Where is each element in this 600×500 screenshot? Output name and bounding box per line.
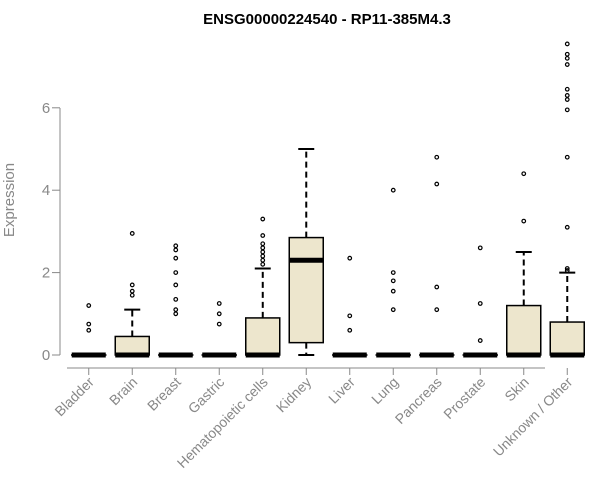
outlier-point	[173, 270, 179, 276]
outlier-point	[564, 55, 570, 61]
outlier-point	[390, 278, 396, 284]
outlier-point	[564, 51, 570, 57]
box-group	[332, 255, 368, 358]
outlier-point	[260, 245, 266, 251]
box	[506, 304, 542, 356]
outlier-point	[129, 282, 135, 288]
box-group	[114, 231, 150, 358]
x-tick-label: Kidney	[273, 374, 315, 416]
outlier-point	[347, 327, 353, 333]
box-group	[419, 154, 455, 358]
outlier-point	[564, 266, 570, 271]
outlier-point	[173, 282, 179, 288]
box	[245, 317, 281, 356]
y-tick-label: 2	[42, 265, 50, 282]
box	[288, 236, 324, 344]
outlier-point	[564, 97, 570, 102]
y-axis-label: Expression	[1, 163, 18, 237]
x-tick-label: Unknown / Other	[490, 374, 576, 460]
outlier-point	[477, 301, 483, 306]
outlier-point	[129, 292, 135, 298]
outlier-point	[347, 255, 353, 261]
outlier-point	[216, 321, 222, 327]
y-ticks: 0 2 4 6	[42, 100, 60, 364]
outlier-point	[564, 107, 570, 113]
outlier-point	[564, 224, 570, 230]
outlier-point	[390, 288, 396, 294]
outlier-point	[564, 93, 570, 98]
box-group	[158, 243, 194, 358]
x-tick-label: Liver	[325, 374, 358, 407]
outlier-point	[390, 270, 396, 276]
box-group	[71, 303, 107, 358]
chart-title: ENSG00000224540 - RP11-385M4.3	[203, 11, 451, 28]
outlier-point	[173, 243, 179, 249]
x-tick-label: Breast	[144, 374, 184, 414]
outlier-point	[260, 257, 266, 263]
outlier-point	[434, 154, 440, 160]
outlier-point	[173, 296, 179, 302]
box	[114, 335, 150, 356]
box-group	[201, 301, 237, 358]
outlier-point	[434, 307, 440, 313]
outlier-point	[86, 321, 92, 327]
x-tick-label: Lung	[368, 374, 401, 407]
outlier-point	[86, 327, 92, 333]
outlier-point	[347, 313, 353, 319]
outlier-point	[260, 216, 266, 222]
y-tick-label: 6	[42, 100, 50, 117]
outlier-point	[390, 187, 396, 193]
x-tick-label: Prostate	[440, 374, 488, 422]
box-group	[462, 245, 498, 358]
outlier-point	[216, 301, 222, 306]
outlier-point	[260, 249, 266, 255]
x-tick-label: Bladder	[51, 374, 97, 420]
box-group	[506, 171, 542, 358]
outlier-point	[521, 218, 527, 224]
box-group	[288, 148, 324, 356]
outlier-point	[564, 154, 570, 160]
outlier-point	[173, 255, 179, 261]
box	[549, 321, 585, 356]
box-group	[375, 187, 411, 358]
box-group	[245, 216, 281, 358]
outlier-point	[434, 181, 440, 187]
box-group	[549, 41, 585, 358]
outlier-point	[477, 338, 483, 343]
outlier-point	[477, 245, 483, 251]
outlier-point	[216, 311, 222, 317]
boxes	[71, 41, 585, 358]
x-tick-label: Pancreas	[392, 374, 445, 427]
outlier-point	[434, 284, 440, 290]
y-tick-label: 0	[42, 347, 50, 364]
x-tick-label: Gastric	[185, 374, 228, 417]
outlier-point	[260, 253, 266, 259]
outlier-point	[390, 307, 396, 313]
outlier-point	[564, 268, 570, 273]
outlier-point	[173, 307, 179, 313]
outlier-point	[564, 62, 570, 67]
outlier-point	[260, 241, 266, 247]
x-tick-label: Brain	[106, 374, 140, 408]
outlier-point	[129, 231, 135, 236]
outlier-point	[564, 41, 570, 47]
outlier-point	[521, 171, 527, 177]
outlier-point	[173, 311, 179, 317]
outlier-point	[260, 233, 266, 238]
outlier-point	[260, 261, 266, 267]
outlier-point	[86, 303, 92, 308]
x-tick-label: Skin	[501, 374, 532, 405]
y-tick-label: 4	[42, 182, 50, 199]
outlier-point	[173, 247, 179, 253]
outlier-point	[129, 288, 135, 294]
outlier-point	[564, 86, 570, 92]
